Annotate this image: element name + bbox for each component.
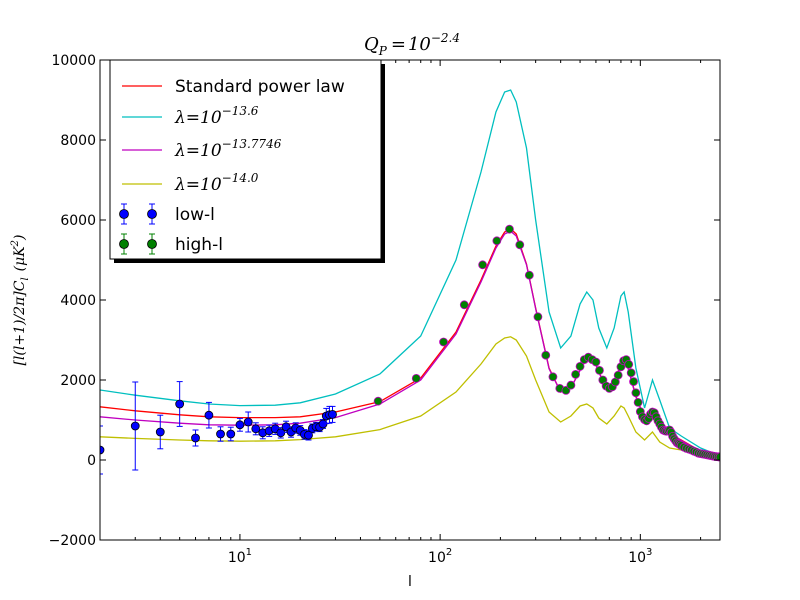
marker-low-l: [328, 409, 337, 419]
y-axis-label: [l(l+1)/2π]Cl(μK2): [10, 234, 31, 365]
axes: −2000 0 2000 4000 6000 8000 10000 101 102 103: [49, 53, 721, 566]
y-tick-label: 0: [87, 453, 96, 469]
y-tick-label: 6000: [60, 213, 96, 229]
marker-high-l: [575, 361, 585, 371]
x-tick-label: 102: [428, 547, 452, 566]
marker-low-l: [216, 429, 225, 439]
x-axis-label: l: [408, 574, 412, 590]
marker-high-l: [566, 380, 576, 390]
legend: Standard power law λ=10−13.6 λ=10−13.7746 λ…: [109, 59, 385, 263]
plot-area: [100, 89, 720, 475]
marker-low-l: [204, 410, 214, 420]
y-tick-label: 2000: [60, 373, 96, 389]
legend-marker: [147, 209, 157, 219]
marker-high-l: [505, 224, 514, 234]
y-tick-label: −2000: [49, 533, 96, 549]
marker-high-l: [613, 370, 623, 380]
series-line-1: [100, 89, 720, 457]
y-tick-label: 4000: [60, 293, 96, 309]
points-high-l: [373, 224, 720, 462]
marker-high-l: [571, 369, 581, 379]
marker-high-l: [524, 270, 534, 280]
marker-high-l: [439, 337, 448, 347]
legend-label: λ=10−14.0: [174, 171, 259, 195]
marker-high-l: [629, 377, 638, 387]
legend-label: λ=10−13.6: [174, 104, 259, 128]
marker-high-l: [631, 388, 641, 398]
points-low-l: [100, 381, 337, 475]
legend-marker: [147, 239, 157, 249]
marker-low-l: [130, 421, 140, 431]
legend-marker: [119, 239, 129, 249]
legend-box: [109, 59, 382, 260]
marker-high-l: [478, 260, 488, 270]
legend-item: λ=10−13.7746: [122, 137, 282, 161]
legend-item: Standard power law: [122, 77, 345, 97]
marker-low-l: [226, 429, 236, 439]
marker-low-l: [235, 420, 245, 430]
marker-high-l: [633, 397, 643, 407]
marker-high-l: [492, 236, 502, 246]
marker-high-l: [591, 357, 601, 367]
legend-entries: Standard power law λ=10−13.6 λ=10−13.7746 λ…: [119, 77, 345, 255]
x-tick-label: 101: [228, 547, 252, 566]
legend-label: λ=10−13.7746: [174, 137, 282, 161]
marker-low-l: [251, 424, 261, 434]
marker-high-l: [373, 396, 383, 406]
marker-high-l: [411, 373, 421, 383]
marker-low-l: [100, 445, 105, 455]
marker-high-l: [595, 365, 604, 375]
chart-title: QP = 10−2.4: [364, 31, 460, 58]
plot-clipped: [100, 89, 720, 475]
marker-high-l: [533, 312, 543, 322]
legend-marker: [119, 209, 129, 219]
marker-low-l: [191, 433, 200, 443]
legend-item: low-l: [119, 203, 215, 225]
marker-high-l: [459, 300, 469, 310]
legend-item: λ=10−13.6: [122, 104, 259, 128]
marker-high-l: [515, 240, 525, 250]
legend-item: λ=10−14.0: [122, 171, 259, 195]
marker-low-l: [175, 399, 185, 409]
x-tick-label: 103: [628, 547, 652, 566]
marker-high-l: [624, 359, 634, 369]
legend-label: high-l: [175, 235, 223, 255]
marker-low-l: [155, 427, 165, 437]
marker-high-l: [626, 368, 636, 378]
marker-high-l: [715, 452, 720, 462]
legend-label: low-l: [175, 205, 215, 225]
legend-label: Standard power law: [175, 77, 345, 97]
y-tick-label: 8000: [60, 133, 96, 149]
marker-high-l: [548, 372, 558, 382]
y-tick-label: 10000: [51, 53, 96, 69]
marker-high-l: [541, 350, 551, 360]
marker-low-l: [243, 417, 253, 427]
legend-item: high-l: [119, 233, 223, 255]
